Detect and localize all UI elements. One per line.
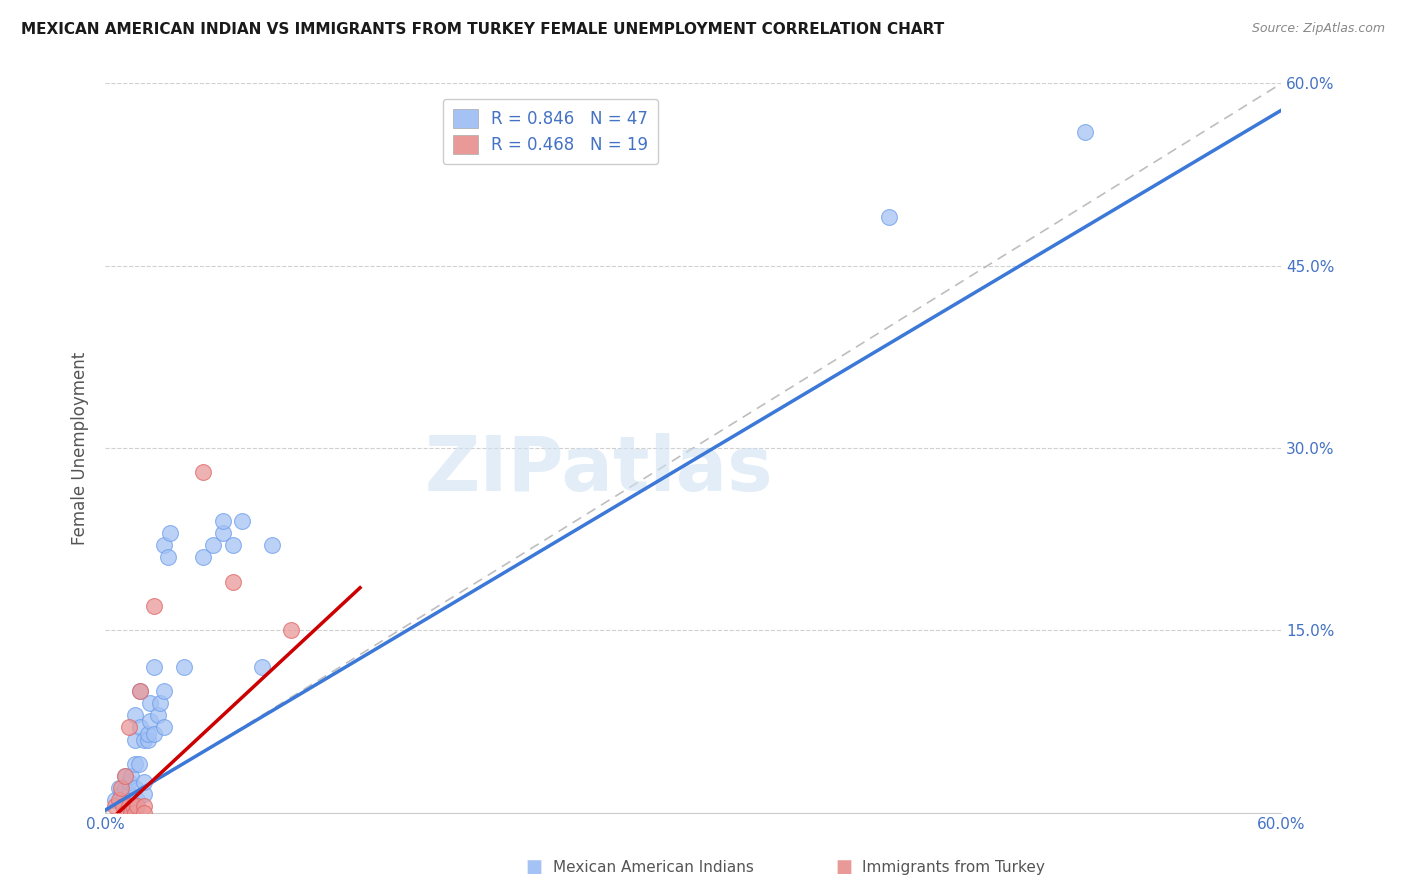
Point [879,210,901,224]
Point [143,599,166,613]
Point [121,799,143,814]
Point [118,721,141,735]
Text: Source: ZipAtlas.com: Source: ZipAtlas.com [1251,22,1385,36]
Point [134,799,156,814]
Point [125,799,148,814]
Point [202,538,225,552]
Point [129,684,152,698]
Point [153,684,176,698]
Point [134,805,156,820]
Point [104,799,127,814]
Point [124,708,146,723]
Point [124,732,146,747]
Point [124,781,146,796]
Point [149,696,172,710]
Point [118,775,141,789]
Point [211,514,233,528]
Point [128,756,150,771]
Point [114,805,136,820]
Point [260,538,283,552]
Point [104,793,127,807]
Text: ■: ■ [835,858,852,876]
Point [156,550,179,565]
Point [173,659,195,673]
Point [120,805,142,820]
Point [108,781,131,796]
Point [211,526,233,541]
Point [108,793,131,807]
Point [153,721,176,735]
Point [139,714,162,729]
Point [111,799,134,814]
Point [110,781,132,796]
Text: ZIPatlas: ZIPatlas [425,433,773,507]
Text: ■: ■ [526,858,543,876]
Point [250,659,273,673]
Point [120,793,142,807]
Point [111,793,134,807]
Point [124,805,146,820]
Point [153,538,176,552]
Point [231,514,253,528]
Point [159,526,181,541]
Point [129,721,152,735]
Point [124,756,146,771]
Point [1074,125,1097,139]
Point [110,787,132,801]
Text: Mexican American Indians: Mexican American Indians [553,860,754,874]
Point [139,696,162,710]
Point [129,684,152,698]
Point [125,793,148,807]
Point [193,465,215,479]
Point [120,769,142,783]
Point [134,732,156,747]
Point [114,799,136,814]
Point [146,708,169,723]
Point [143,659,166,673]
Point [114,781,136,796]
Point [114,769,136,783]
Point [138,732,160,747]
Legend: R = 0.846   N = 47, R = 0.468   N = 19: R = 0.846 N = 47, R = 0.468 N = 19 [443,99,658,164]
Point [221,538,243,552]
Text: Immigrants from Turkey: Immigrants from Turkey [862,860,1045,874]
Point [118,799,141,814]
Y-axis label: Female Unemployment: Female Unemployment [72,351,89,545]
Point [138,726,160,740]
Point [124,799,146,814]
Point [134,775,156,789]
Point [134,787,156,801]
Point [221,574,243,589]
Point [193,550,215,565]
Point [143,726,166,740]
Point [114,769,136,783]
Point [118,787,141,801]
Point [280,624,302,638]
Text: MEXICAN AMERICAN INDIAN VS IMMIGRANTS FROM TURKEY FEMALE UNEMPLOYMENT CORRELATIO: MEXICAN AMERICAN INDIAN VS IMMIGRANTS FR… [21,22,945,37]
